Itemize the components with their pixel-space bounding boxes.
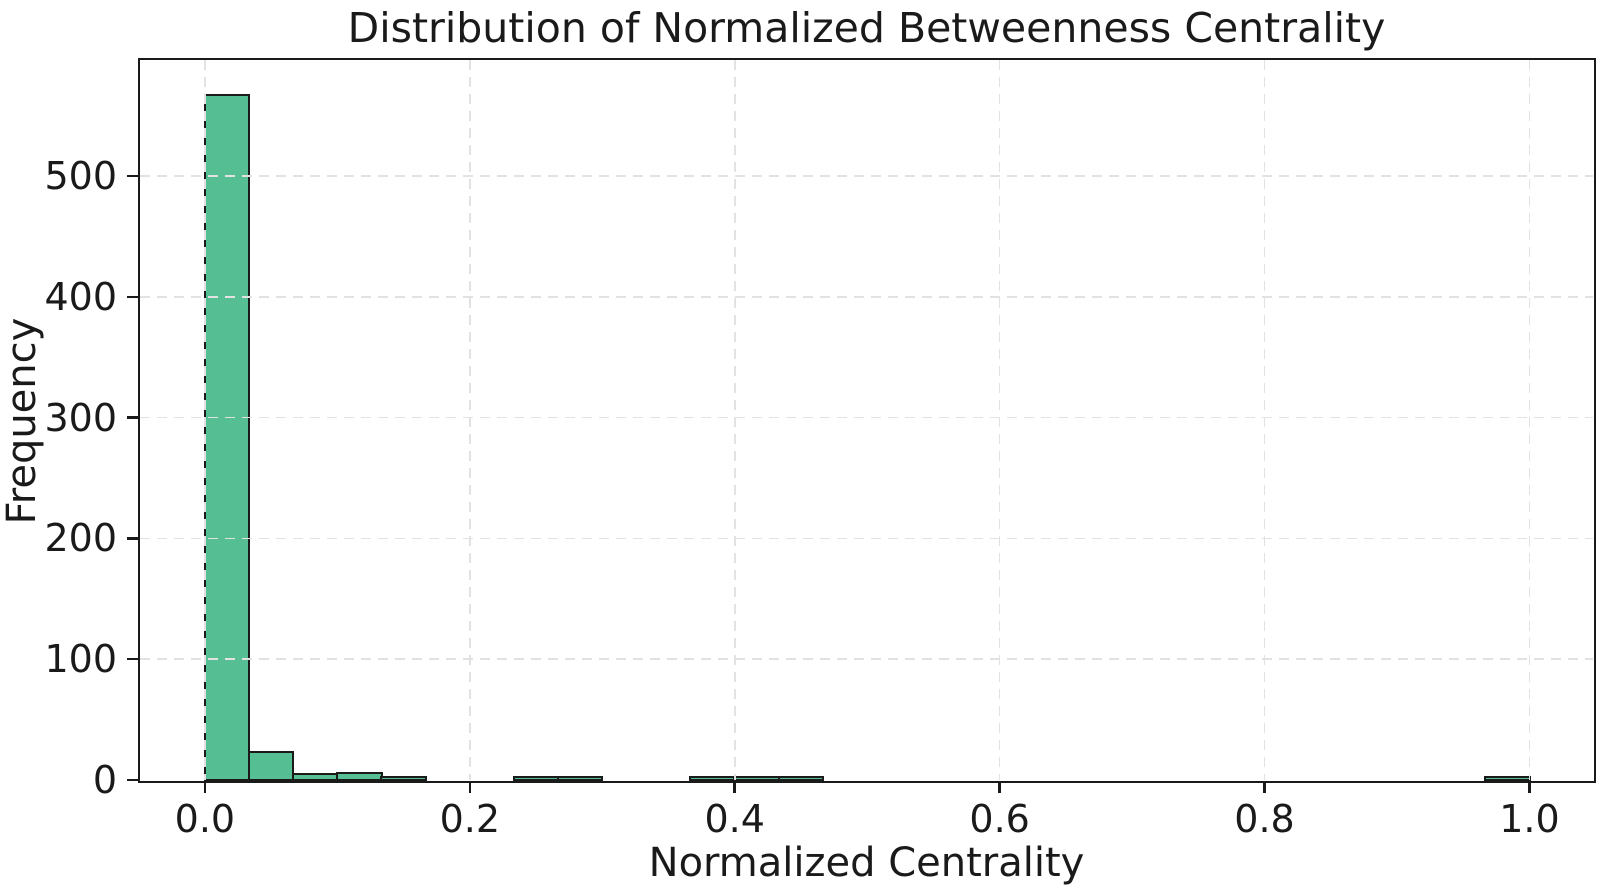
x-tick-label: 0.0 [174, 797, 236, 841]
histogram-bar [689, 776, 736, 782]
x-tick-mark [998, 781, 1001, 793]
y-tick-label: 100 [44, 637, 117, 682]
histogram-bar [247, 750, 295, 782]
y-tick-label: 500 [44, 153, 117, 198]
y-tick-mark [127, 657, 139, 661]
y-tick-label: 400 [44, 274, 117, 319]
histogram-bar [733, 776, 781, 782]
histogram-bar [203, 93, 251, 782]
y-tick-mark [127, 537, 139, 540]
y-tick-mark [127, 295, 139, 299]
histogram-bar [777, 776, 825, 782]
x-tick-label: 0.2 [439, 797, 501, 841]
y-tick-mark [127, 416, 139, 419]
x-tick-mark [468, 781, 472, 793]
bars-layer [140, 60, 1593, 782]
x-tick-mark [203, 781, 207, 793]
y-tick-label: 0 [92, 758, 117, 802]
x-tick-label: 0.4 [704, 797, 765, 841]
y-tick-mark [127, 174, 139, 178]
histogram-bar [336, 771, 383, 782]
x-tick-label: 0.8 [1234, 797, 1295, 841]
x-tick-label: 1.0 [1499, 797, 1560, 841]
y-tick-mark [127, 778, 139, 782]
plot-area [137, 57, 1596, 783]
x-tick-label: 0.6 [969, 797, 1030, 841]
histogram-bar [512, 776, 560, 782]
histogram-bar [291, 772, 339, 782]
chart-title: Distribution of Normalized Betweenness C… [347, 4, 1386, 52]
x-axis-label: Normalized Centrality [648, 840, 1085, 886]
x-tick-mark [1263, 781, 1266, 793]
histogram-bar [556, 776, 604, 782]
y-tick-label: 300 [44, 395, 117, 440]
histogram-bar [1484, 776, 1531, 782]
y-tick-label: 200 [44, 516, 117, 561]
x-tick-mark [1528, 781, 1531, 793]
x-tick-mark [733, 781, 736, 793]
histogram-bar [380, 776, 427, 782]
